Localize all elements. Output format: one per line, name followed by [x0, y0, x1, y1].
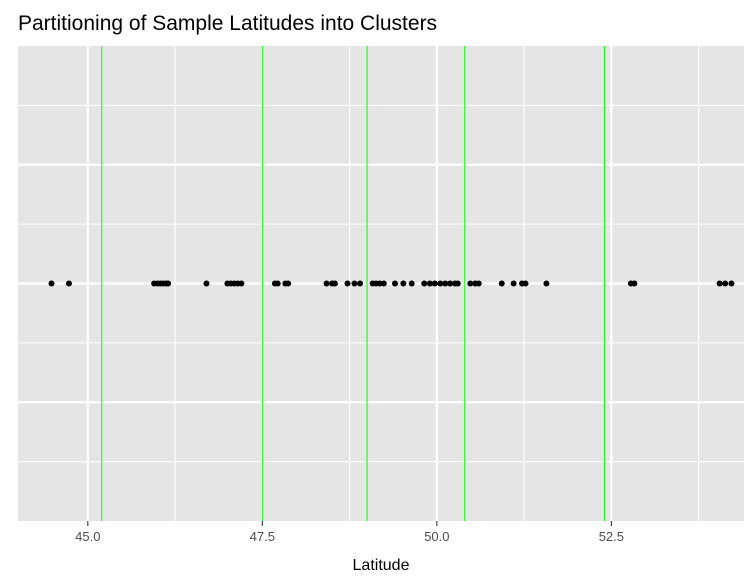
data-point	[447, 280, 454, 287]
data-point	[376, 280, 383, 287]
data-point	[285, 280, 292, 287]
x-axis-tick-labels: 45.0 47.5 50.0 52.5	[75, 529, 624, 544]
data-point	[421, 280, 428, 287]
data-point	[203, 280, 210, 287]
data-point	[728, 280, 735, 287]
x-axis-title: Latitude	[353, 557, 410, 574]
data-point	[380, 280, 387, 287]
data-point	[722, 280, 729, 287]
data-point	[351, 280, 358, 287]
data-point	[426, 280, 433, 287]
data-point	[238, 280, 245, 287]
data-point	[357, 280, 364, 287]
data-points	[48, 280, 735, 287]
data-point	[323, 280, 330, 287]
data-point	[543, 280, 550, 287]
data-point	[48, 280, 55, 287]
data-point	[391, 280, 398, 287]
data-point	[165, 280, 172, 287]
x-tick-label: 47.5	[250, 529, 275, 544]
data-point	[431, 280, 438, 287]
data-point	[467, 280, 474, 287]
cluster-boundaries	[101, 46, 605, 521]
data-point	[437, 280, 444, 287]
data-point	[442, 280, 449, 287]
data-point	[522, 280, 529, 287]
x-axis-ticks	[87, 521, 612, 526]
data-point	[631, 280, 638, 287]
data-point	[475, 280, 482, 287]
chart-title: Partitioning of Sample Latitudes into Cl…	[18, 12, 437, 35]
x-tick-label: 45.0	[75, 529, 100, 544]
data-point	[454, 280, 461, 287]
x-tick-label: 50.0	[424, 529, 449, 544]
data-point	[408, 280, 415, 287]
data-point	[498, 280, 505, 287]
x-tick-label: 52.5	[599, 529, 624, 544]
data-point	[331, 280, 338, 287]
data-point	[274, 280, 281, 287]
data-point	[716, 280, 723, 287]
data-point	[510, 280, 517, 287]
data-point	[344, 280, 351, 287]
data-point	[65, 280, 72, 287]
data-point	[400, 280, 407, 287]
